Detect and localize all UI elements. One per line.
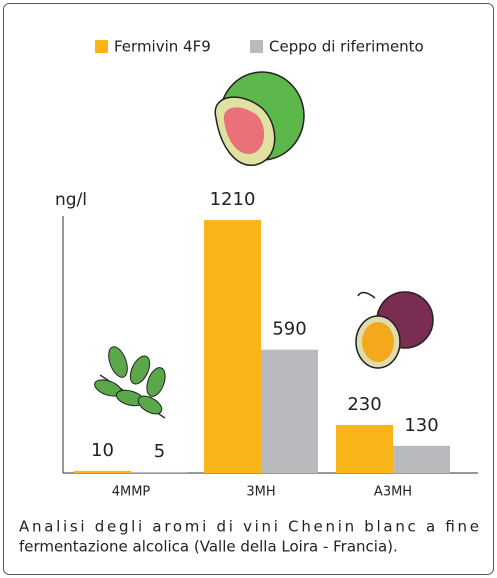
bar	[336, 425, 393, 473]
value-label: 5	[154, 441, 165, 462]
bar	[393, 446, 450, 473]
caption-line: Analisi degli aromi di vini Chenin blanc…	[19, 518, 479, 536]
x-tick-label: 3MH	[246, 485, 275, 500]
x-tick-label: 4MMP	[112, 485, 151, 500]
bar	[261, 350, 318, 473]
value-label: 130	[404, 415, 438, 436]
chart: ng/l Analisi degli aromi di vini Chenin …	[0, 0, 497, 578]
value-label: 10	[91, 440, 114, 461]
bar	[74, 471, 131, 473]
value-label: 1210	[210, 189, 256, 210]
value-label: 230	[347, 394, 381, 415]
legend-swatch	[95, 40, 108, 53]
x-tick-label: A3MH	[374, 485, 412, 500]
caption-line: fermentazione alcolica (Valle della Loir…	[19, 538, 398, 556]
bar	[131, 472, 188, 473]
value-label: 590	[272, 319, 306, 340]
legend-label: Ceppo di riferimento	[269, 38, 424, 56]
legend-label: Fermivin 4F9	[114, 38, 211, 56]
y-axis-label: ng/l	[55, 190, 87, 210]
legend-swatch	[250, 40, 263, 53]
bar	[204, 220, 261, 473]
